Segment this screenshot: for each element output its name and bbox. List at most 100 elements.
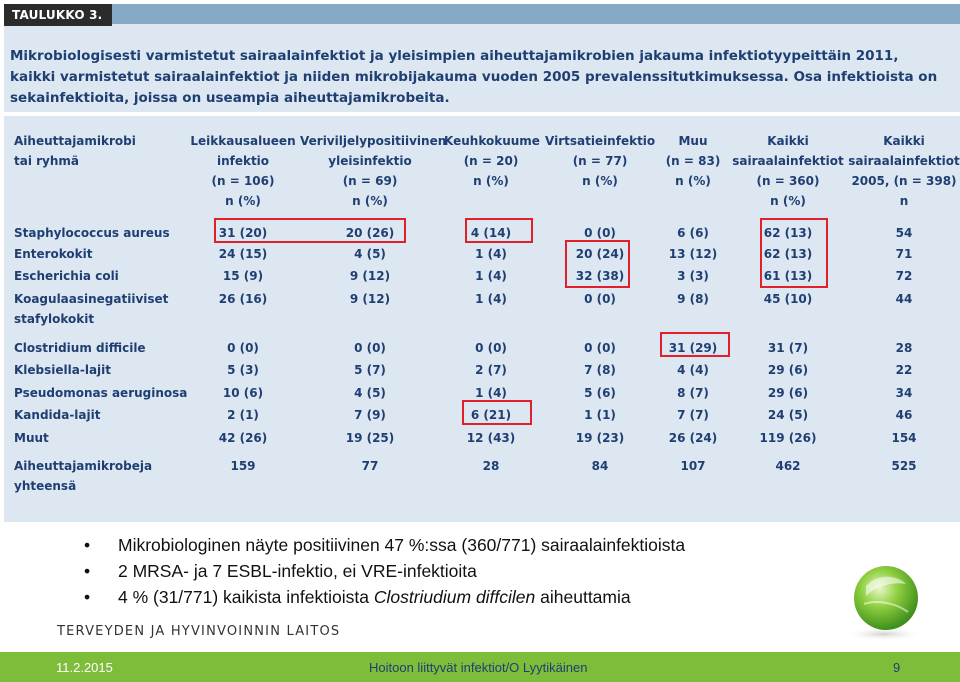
footer-presentation-title: Hoitoon liittyvät infektiot/O Lyytikäine… xyxy=(369,660,588,675)
highlight-box xyxy=(660,332,730,357)
header-line: Leikkausalueen xyxy=(190,134,296,148)
table-cell: 0 (0) xyxy=(475,341,507,355)
bullet-italic-text: Clostriudium diffcilen xyxy=(373,587,536,607)
table-cell: 71 xyxy=(895,247,913,261)
column-header-other: Muu (n = 83) n (%) xyxy=(658,131,728,191)
panel-label: TAULUKKO 3. xyxy=(4,4,112,26)
header-line: Aiheuttajamikrobi xyxy=(14,134,136,148)
row-label-line: Koagulaasinegatiiviset xyxy=(14,292,169,306)
table-cell: 2 (1) xyxy=(227,408,259,422)
table-cell: 46 xyxy=(895,408,913,422)
table-cell: 5 (3) xyxy=(227,363,259,377)
table-cell: 32 (38) xyxy=(575,269,625,283)
title-line: kaikki varmistetut sairaalainfektiot ja … xyxy=(10,69,938,85)
highlight-box xyxy=(565,240,630,288)
bullet-item: • Mikrobiologinen näyte positiivinen 47 … xyxy=(84,532,884,558)
table-cell: 19 (23) xyxy=(575,431,625,445)
header-line: n (%) xyxy=(225,194,261,208)
row-label: Escherichia coli xyxy=(14,269,119,283)
table-cell: 10 (6) xyxy=(222,386,264,400)
column-header-all-2005: Kaikki sairaalainfektiot 2005, (n = 398)… xyxy=(848,131,960,211)
table-cell: 4 (5) xyxy=(354,247,386,261)
table-cell: 22 xyxy=(895,363,913,377)
header-line: sairaalainfektiot xyxy=(848,154,960,168)
table-cell: 7 (8) xyxy=(584,363,616,377)
highlight-box xyxy=(214,218,406,243)
table-cell: 45 (10) xyxy=(763,292,813,306)
table-cell: 20 (24) xyxy=(575,247,625,261)
table-cell: 1 (4) xyxy=(475,269,507,283)
table-cell: 119 (26) xyxy=(759,431,817,445)
table-cell: 0 (0) xyxy=(227,341,259,355)
table-cell: 462 xyxy=(775,459,801,473)
header-line: Virtsatieinfektio xyxy=(545,134,656,148)
bullet-item: • 4 % (31/771) kaikista infektioista Clo… xyxy=(84,584,884,610)
table-cell: 1 (1) xyxy=(584,408,616,422)
footer-date: 11.2.2015 xyxy=(56,660,113,675)
column-header-organism: Aiheuttajamikrobi tai ryhmä xyxy=(14,131,136,171)
column-header-pneumonia: Keuhkokuume (n = 20) n (%) xyxy=(444,131,540,191)
title-line: Mikrobiologisesti varmistetut sairaalain… xyxy=(10,48,899,64)
table-cell: 0 (0) xyxy=(354,341,386,355)
row-label: Kandida-lajit xyxy=(14,408,101,422)
footer-bar xyxy=(0,652,960,682)
header-line: tai ryhmä xyxy=(14,154,80,168)
bullet-text: 2 MRSA- ja 7 ESBL-infektio, ei VRE-infek… xyxy=(118,561,477,581)
table-cell: 1 (4) xyxy=(475,247,507,261)
bullet-icon: • xyxy=(84,535,91,555)
row-label: Staphylococcus aureus xyxy=(14,226,170,240)
table-cell: 159 xyxy=(230,459,256,473)
table-cell: 77 xyxy=(361,459,379,473)
table-cell: 62 (13) xyxy=(763,247,813,261)
table-cell: 4 (14) xyxy=(470,226,512,240)
table-cell: 54 xyxy=(895,226,913,240)
header-line: (n = 83) xyxy=(665,154,721,168)
header-line: (n = 20) xyxy=(463,154,519,168)
thl-logo-icon xyxy=(844,566,924,641)
table-cell: 6 (6) xyxy=(677,226,709,240)
bullet-item: • 2 MRSA- ja 7 ESBL-infektio, ei VRE-inf… xyxy=(84,558,884,584)
bullet-text: Mikrobiologinen näyte positiivinen 47 %:… xyxy=(118,535,686,555)
table-cell: 7 (7) xyxy=(677,408,709,422)
table-cell: 29 (6) xyxy=(767,363,809,377)
header-line: Kaikki xyxy=(767,134,809,148)
header-line: n (%) xyxy=(473,174,509,188)
table-cell: 9 (12) xyxy=(349,269,391,283)
row-label-line: yhteensä xyxy=(14,479,77,493)
row-label: Clostridium difficile xyxy=(14,341,146,355)
table-cell: 6 (21) xyxy=(470,408,512,422)
table-cell: 0 (0) xyxy=(584,226,616,240)
table-cell: 7 (9) xyxy=(354,408,386,422)
header-line: (n = 106) xyxy=(211,174,275,188)
row-label-total: Aiheuttajamikrobeja yhteensä xyxy=(14,456,152,496)
table-cell: 525 xyxy=(891,459,917,473)
column-header-urinary: Virtsatieinfektio (n = 77) n (%) xyxy=(545,131,655,191)
table-cell: 4 (5) xyxy=(354,386,386,400)
column-header-bloodstream: Veriviljelypositiivinen yleisinfektio (n… xyxy=(300,131,446,211)
table-cell: 12 (43) xyxy=(466,431,516,445)
row-label: Muut xyxy=(14,431,49,445)
header-line: Keuhkokuume xyxy=(444,134,540,148)
table-cell: 3 (3) xyxy=(677,269,709,283)
table-cell: 28 xyxy=(895,341,913,355)
table-cell: 31 (7) xyxy=(767,341,809,355)
table-cell: 4 (4) xyxy=(677,363,709,377)
bullet-list: • Mikrobiologinen näyte positiivinen 47 … xyxy=(84,532,884,610)
header-line: (n = 360) xyxy=(756,174,820,188)
page-number: 9 xyxy=(893,660,901,675)
table-cell: 0 (0) xyxy=(584,292,616,306)
table-cell: 5 (6) xyxy=(584,386,616,400)
table-cell: 84 xyxy=(591,459,609,473)
bullet-icon: • xyxy=(84,561,91,581)
table-cell: 15 (9) xyxy=(222,269,264,283)
table-cell: 1 (4) xyxy=(475,292,507,306)
table-cell: 5 (7) xyxy=(354,363,386,377)
table-cell: 24 (5) xyxy=(767,408,809,422)
table-cell: 31 (20) xyxy=(218,226,268,240)
bullet-suffix-text: aiheuttamia xyxy=(535,587,631,607)
title-line: sekainfektioita, joissa on useampia aihe… xyxy=(10,90,450,106)
bullet-icon: • xyxy=(84,587,91,607)
panel-top-band xyxy=(4,4,960,24)
header-line: Muu xyxy=(678,134,708,148)
table-cell: 62 (13) xyxy=(763,226,813,240)
